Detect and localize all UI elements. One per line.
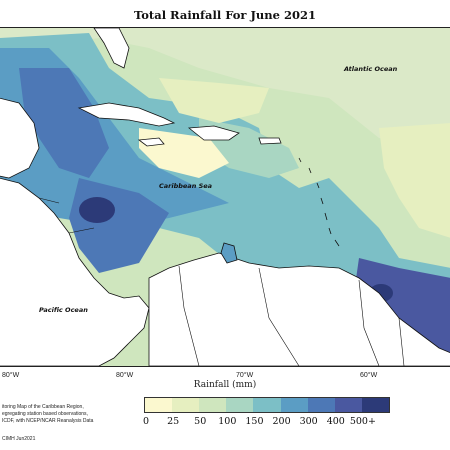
atlantic-ocean-label: Atlantic Ocean <box>343 65 398 73</box>
border <box>178 265 200 366</box>
source-note-line1: itoring Map of the Caribbean Region, <box>2 404 84 410</box>
puerto-rico <box>258 137 282 145</box>
source-note-line2: egregating station based observations, <box>2 411 88 417</box>
map-canvas: Atlantic Ocean Caribbean Sea Pacific Oce… <box>0 28 450 366</box>
border <box>258 267 300 366</box>
legend-swatch <box>280 398 308 412</box>
source-note-line3: ICDF, with NCEP/NCAR Reanalysis Data <box>2 418 94 424</box>
legend-swatch <box>145 398 173 412</box>
legend-swatch <box>226 398 254 412</box>
border <box>68 227 95 234</box>
dry-patch-east <box>379 123 450 238</box>
longitude-tick-4: 60°W <box>360 372 378 379</box>
longitude-tick-1: 80°W <box>2 372 20 379</box>
island <box>298 157 302 163</box>
pacific-ocean-label: Pacific Ocean <box>39 306 88 314</box>
longitude-tick-3: 70°W <box>236 372 254 379</box>
hispaniola <box>187 125 240 141</box>
legend-label: 150 <box>245 416 264 427</box>
very-heavy-rain-band <box>19 68 109 178</box>
lesser-antilles <box>298 157 340 247</box>
legend-label: 500+ <box>349 416 376 427</box>
border <box>38 197 60 204</box>
lake-maracaibo <box>220 242 238 264</box>
legend-swatch <box>334 398 362 412</box>
jamaica <box>137 137 165 147</box>
legend-label: 300 <box>299 416 318 427</box>
rainfall-map: Atlantic Ocean Caribbean Sea Pacific Oce… <box>0 27 450 367</box>
yucatan <box>0 97 40 179</box>
max-rain-cell <box>79 197 115 223</box>
border <box>398 317 405 366</box>
legend-swatch <box>307 398 335 412</box>
legend-label: 50 <box>194 416 207 427</box>
land-masses <box>0 28 450 366</box>
legend-swatch <box>172 398 200 412</box>
legend-label: 400 <box>326 416 345 427</box>
legend-swatch <box>199 398 227 412</box>
central-america <box>0 177 150 366</box>
island <box>324 212 328 221</box>
longitude-tick-2: 80°W <box>116 372 134 379</box>
florida <box>93 28 130 69</box>
map-title: Total Rainfall For June 2021 <box>134 8 316 22</box>
dry-patch-north <box>159 78 269 123</box>
legend-swatch <box>253 398 281 412</box>
cuba <box>77 102 176 127</box>
island <box>320 197 324 205</box>
legend-label: 0 <box>142 416 150 427</box>
country-borders <box>38 197 405 366</box>
legend-swatch <box>361 398 389 412</box>
rainfall-legend <box>144 397 390 413</box>
island <box>316 182 320 189</box>
island <box>334 239 340 247</box>
rainfall-axis-label: Rainfall (mm) <box>193 380 257 390</box>
legend-label: 25 <box>167 416 180 427</box>
legend-label: 200 <box>272 416 291 427</box>
border <box>358 279 380 366</box>
island <box>308 167 312 174</box>
legend-label: 100 <box>218 416 237 427</box>
caribbean-sea-label: Caribbean Sea <box>159 182 212 190</box>
south-america <box>148 252 450 366</box>
credit-note: CIMH Jun2021 <box>2 436 36 442</box>
light-rain-band <box>0 28 450 148</box>
island <box>328 227 332 235</box>
